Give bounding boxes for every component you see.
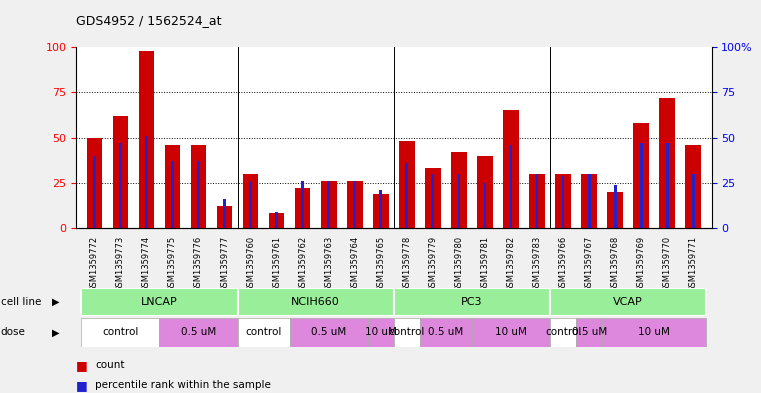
Bar (81, 318, 160, 347)
Bar (420, 318, 472, 347)
Bar (686, 145, 701, 228)
Text: 0.5 uM: 0.5 uM (311, 327, 346, 338)
Text: VCAP: VCAP (613, 297, 643, 307)
Bar (197, 161, 200, 228)
Bar (477, 156, 493, 228)
Text: NCIH660: NCIH660 (291, 297, 340, 307)
Bar (87, 138, 102, 228)
Bar (353, 181, 356, 228)
Bar (171, 161, 174, 228)
Bar (217, 206, 232, 228)
Bar (275, 212, 278, 228)
Text: 0.5 uM: 0.5 uM (572, 327, 607, 338)
Bar (607, 192, 623, 228)
Bar (503, 110, 519, 228)
Bar (347, 181, 362, 228)
Bar (510, 145, 512, 228)
Bar (237, 318, 290, 347)
Text: ▶: ▶ (52, 327, 59, 338)
Bar (556, 174, 571, 228)
Bar (529, 174, 545, 228)
Bar (576, 318, 602, 347)
Bar (457, 174, 460, 228)
Bar (321, 181, 336, 228)
Bar (660, 98, 675, 228)
Text: control: control (545, 327, 581, 338)
Bar (602, 318, 706, 347)
Bar (373, 194, 389, 228)
Bar (327, 181, 330, 228)
Text: percentile rank within the sample: percentile rank within the sample (95, 380, 271, 390)
Bar (243, 174, 259, 228)
Bar (368, 318, 394, 347)
Bar (139, 51, 154, 228)
Text: 0.5 uM: 0.5 uM (181, 327, 216, 338)
Bar (550, 318, 576, 347)
Text: 0.5 uM: 0.5 uM (428, 327, 463, 338)
Bar (614, 185, 616, 228)
Text: cell line: cell line (1, 297, 41, 307)
Bar (301, 181, 304, 228)
Bar (290, 318, 368, 347)
Bar (145, 136, 148, 228)
Bar (249, 181, 252, 228)
Bar (394, 318, 420, 347)
Bar (633, 123, 649, 228)
Text: PC3: PC3 (461, 297, 482, 307)
Bar (223, 199, 226, 228)
Bar (666, 143, 669, 228)
Bar (425, 168, 441, 228)
Bar (581, 174, 597, 228)
Bar (160, 318, 237, 347)
Bar (587, 174, 591, 228)
Bar (550, 288, 706, 316)
Text: ▶: ▶ (52, 297, 59, 307)
Text: GDS4952 / 1562524_at: GDS4952 / 1562524_at (76, 15, 221, 28)
Bar (81, 288, 237, 316)
Bar (399, 141, 415, 228)
Bar (380, 190, 382, 228)
Bar (472, 318, 550, 347)
Bar (451, 152, 466, 228)
Bar (692, 174, 695, 228)
Bar (406, 163, 408, 228)
Bar (119, 143, 122, 228)
Bar (295, 188, 310, 228)
Bar (93, 156, 96, 228)
Bar (562, 176, 565, 228)
Bar (640, 143, 642, 228)
Bar (483, 183, 486, 228)
Text: dose: dose (1, 327, 26, 338)
Text: count: count (95, 360, 125, 371)
Bar (269, 213, 285, 228)
Bar (191, 145, 206, 228)
Bar (164, 145, 180, 228)
Bar (536, 174, 539, 228)
Text: ■: ■ (76, 359, 88, 372)
Bar (237, 288, 394, 316)
Text: control: control (389, 327, 425, 338)
Text: control: control (102, 327, 139, 338)
Bar (431, 174, 435, 228)
Text: ■: ■ (76, 378, 88, 392)
Text: LNCAP: LNCAP (141, 297, 178, 307)
Bar (113, 116, 128, 228)
Bar (394, 288, 550, 316)
Text: 10 uM: 10 uM (638, 327, 670, 338)
Text: control: control (245, 327, 282, 338)
Text: 10 uM: 10 uM (365, 327, 396, 338)
Text: 10 uM: 10 uM (495, 327, 527, 338)
